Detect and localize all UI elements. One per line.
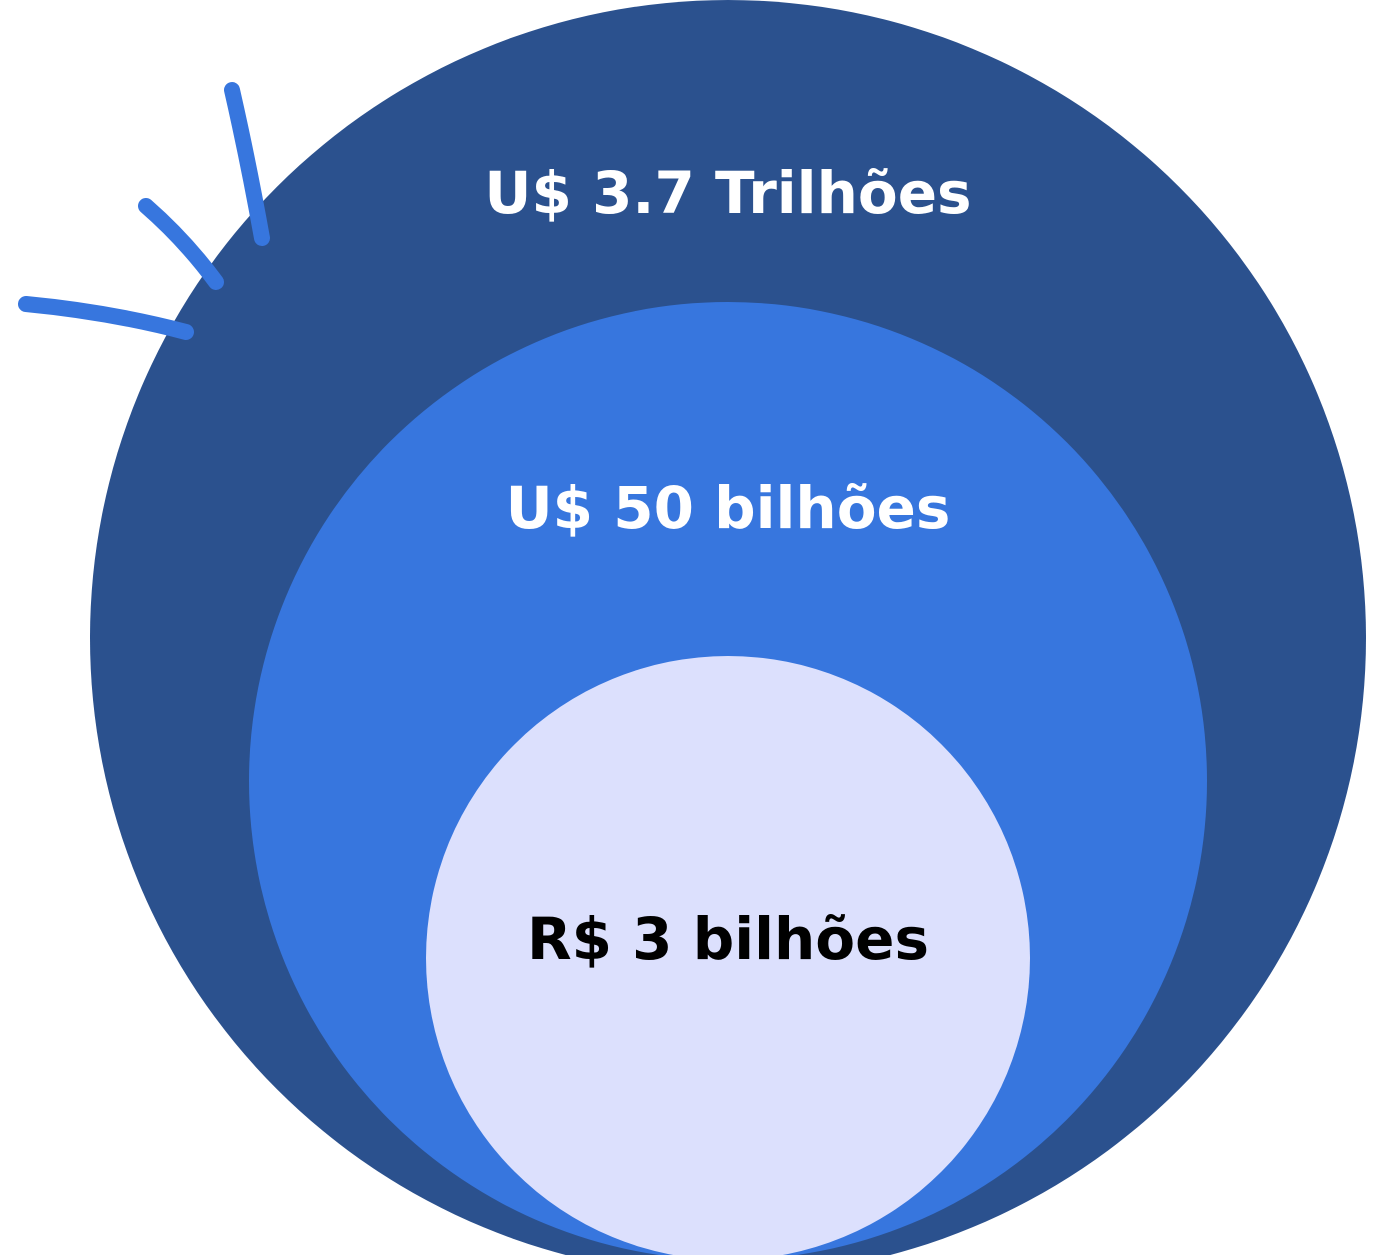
inner-circle bbox=[426, 656, 1030, 1255]
stroke bbox=[138, 198, 224, 290]
stroke bbox=[224, 82, 270, 246]
middle-label: U$ 50 bilhões bbox=[506, 474, 951, 542]
decoration-strokes bbox=[18, 82, 270, 340]
stroke bbox=[18, 296, 194, 340]
inner-label: R$ 3 bilhões bbox=[527, 905, 929, 973]
outer-label: U$ 3.7 Trilhões bbox=[484, 159, 971, 227]
